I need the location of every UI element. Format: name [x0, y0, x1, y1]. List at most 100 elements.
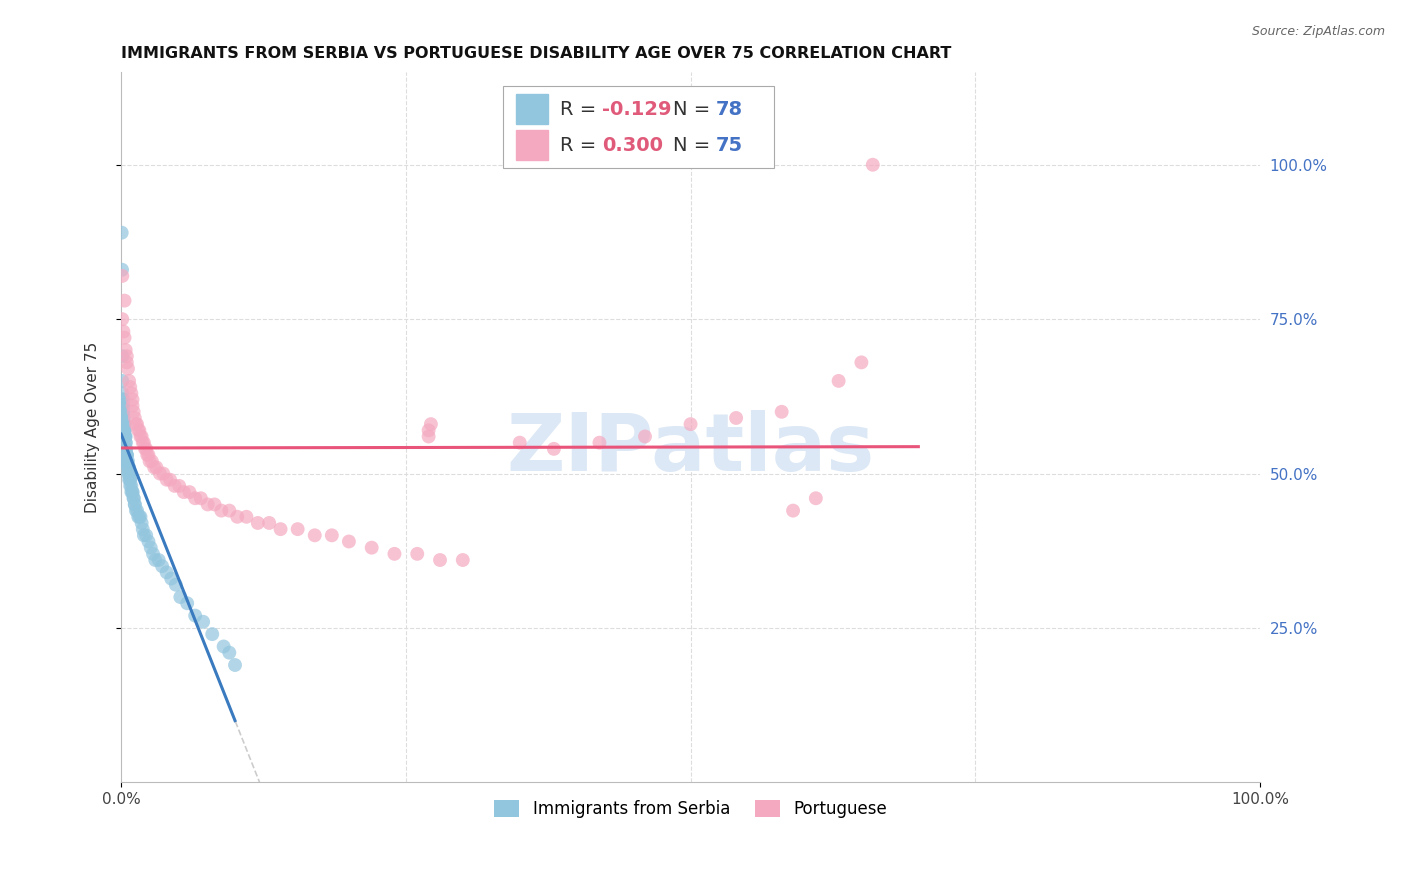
Point — [770, 405, 793, 419]
Point — [112, 411, 135, 425]
Text: Source: ZipAtlas.com: Source: ZipAtlas.com — [1251, 25, 1385, 38]
Point — [125, 417, 148, 432]
Text: R =: R = — [560, 136, 602, 154]
Point — [132, 522, 155, 536]
Point — [782, 503, 804, 517]
Point — [165, 578, 187, 592]
FancyBboxPatch shape — [503, 87, 773, 168]
Point — [121, 399, 143, 413]
Point — [112, 405, 135, 419]
Point — [176, 596, 198, 610]
Point — [419, 417, 441, 432]
Point — [114, 429, 136, 443]
Point — [337, 534, 360, 549]
Point — [114, 429, 136, 443]
Point — [111, 392, 134, 407]
Point — [111, 226, 134, 240]
Point — [111, 349, 134, 363]
Point — [167, 479, 190, 493]
Point — [149, 467, 172, 481]
Point — [191, 615, 214, 629]
Point — [204, 498, 226, 512]
Point — [156, 473, 179, 487]
Point — [406, 547, 429, 561]
Point — [145, 460, 167, 475]
Point — [257, 516, 280, 530]
Point — [179, 485, 201, 500]
Point — [321, 528, 343, 542]
Point — [111, 312, 134, 326]
Point — [159, 473, 181, 487]
Point — [127, 423, 149, 437]
Point — [111, 405, 134, 419]
Point — [117, 467, 139, 481]
Point — [118, 374, 141, 388]
Point — [118, 467, 141, 481]
Point — [124, 411, 146, 425]
Text: 78: 78 — [716, 100, 742, 119]
Point — [117, 361, 139, 376]
Point — [125, 417, 148, 432]
Point — [112, 392, 135, 407]
Point — [118, 460, 141, 475]
Text: -0.129: -0.129 — [602, 100, 671, 119]
Point — [679, 417, 702, 432]
Point — [111, 386, 134, 401]
Point — [197, 498, 219, 512]
Point — [120, 380, 142, 394]
Point — [120, 485, 142, 500]
Point — [129, 429, 152, 443]
Point — [114, 417, 136, 432]
Point — [218, 503, 240, 517]
Point — [132, 435, 155, 450]
Point — [135, 442, 157, 456]
Legend: Immigrants from Serbia, Portuguese: Immigrants from Serbia, Portuguese — [488, 794, 894, 825]
Point — [451, 553, 474, 567]
Point — [143, 460, 166, 475]
Point — [131, 516, 153, 530]
Point — [634, 429, 657, 443]
Text: N =: N = — [673, 100, 717, 119]
Point — [190, 491, 212, 506]
Point — [135, 528, 157, 542]
Text: R =: R = — [560, 100, 602, 119]
Point — [114, 331, 136, 345]
Point — [169, 590, 191, 604]
Point — [143, 553, 166, 567]
Point — [246, 516, 269, 530]
Point — [120, 479, 142, 493]
Point — [218, 646, 240, 660]
Point — [118, 473, 141, 487]
Point — [111, 268, 134, 283]
Point — [429, 553, 451, 567]
Point — [163, 479, 186, 493]
Point — [117, 460, 139, 475]
Point — [121, 485, 143, 500]
Point — [509, 435, 531, 450]
Point — [120, 473, 142, 487]
Point — [184, 491, 207, 506]
Point — [114, 423, 136, 437]
Point — [114, 423, 136, 437]
Point — [127, 509, 149, 524]
Point — [173, 485, 195, 500]
Point — [114, 435, 136, 450]
Point — [141, 454, 163, 468]
Point — [115, 448, 138, 462]
Point — [804, 491, 827, 506]
Point — [287, 522, 309, 536]
Point — [115, 448, 138, 462]
Point — [418, 429, 440, 443]
Text: N =: N = — [673, 136, 717, 154]
Point — [132, 435, 155, 450]
Point — [114, 417, 136, 432]
Text: ZIPatlas: ZIPatlas — [506, 409, 875, 488]
Point — [138, 534, 160, 549]
Point — [543, 442, 565, 456]
Point — [115, 454, 138, 468]
Point — [115, 454, 138, 468]
Point — [128, 423, 150, 437]
Point — [115, 355, 138, 369]
Point — [131, 429, 153, 443]
Point — [114, 429, 136, 443]
